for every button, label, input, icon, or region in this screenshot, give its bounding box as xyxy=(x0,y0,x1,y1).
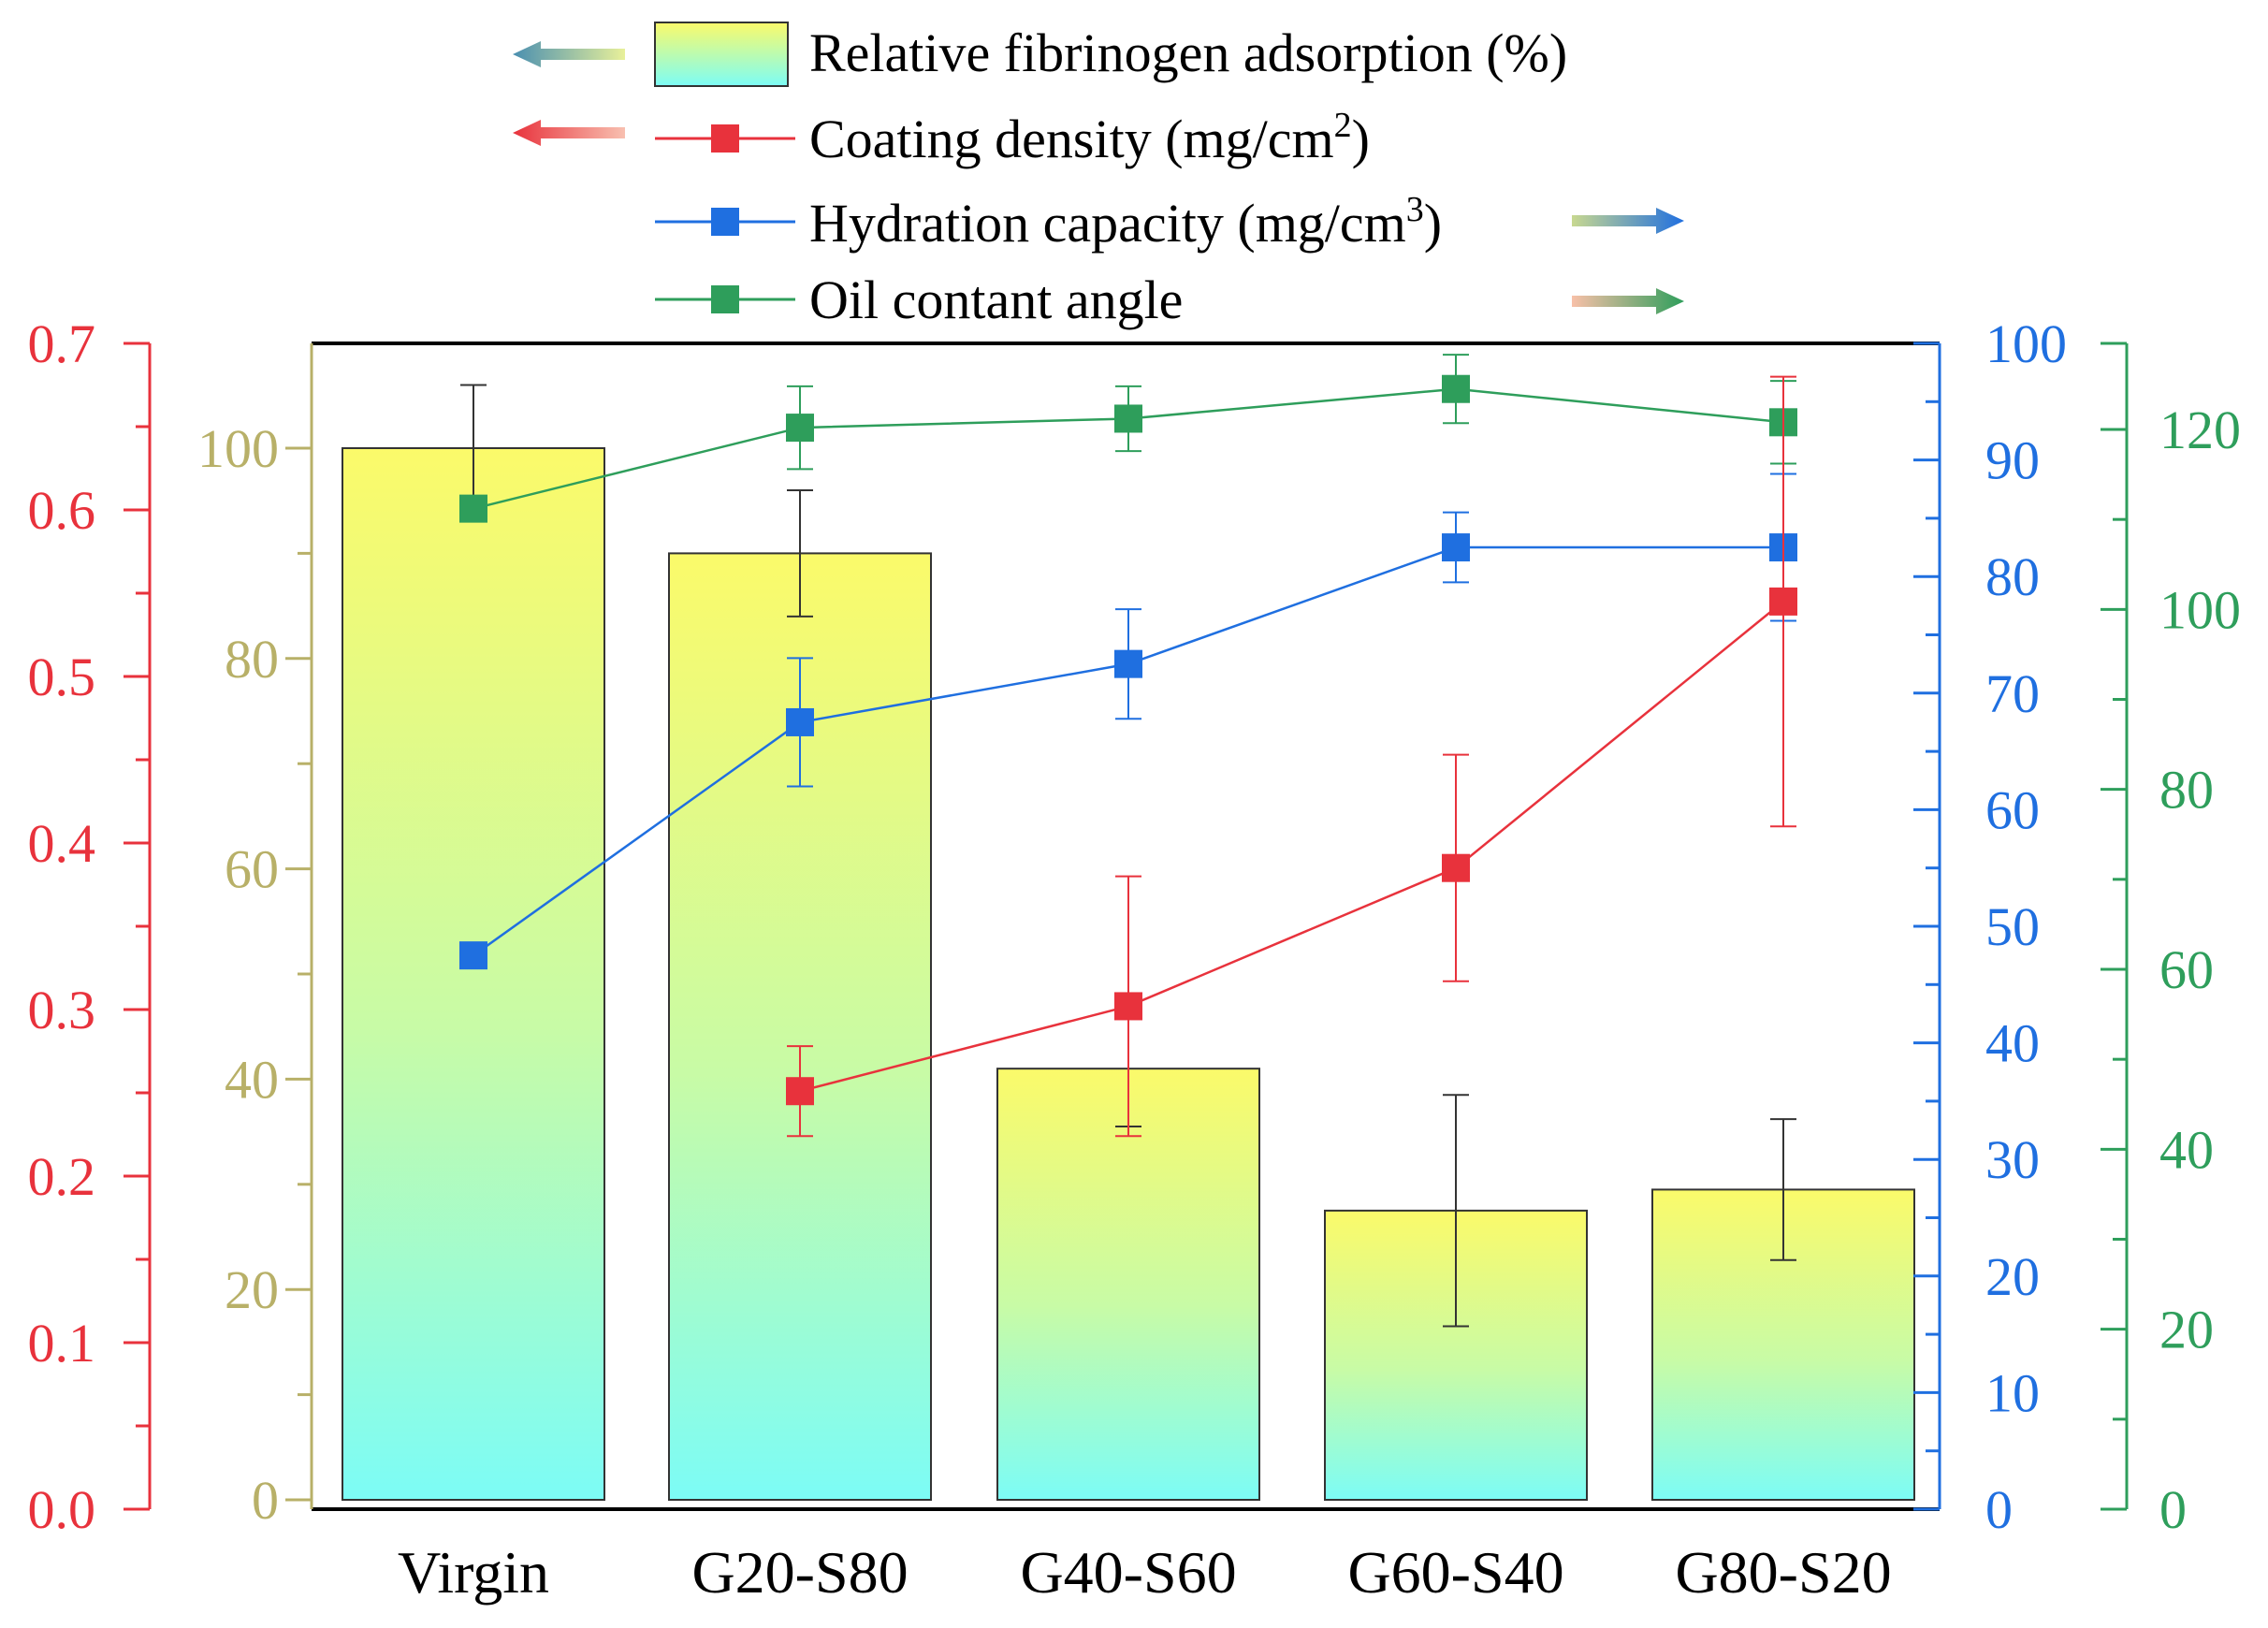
bar-G40-S60 xyxy=(996,1068,1260,1502)
legend-coating-marker xyxy=(711,124,739,153)
coating-point-G60-S40 xyxy=(1442,853,1470,882)
hydration-tick-label: 0 xyxy=(1985,1479,2013,1540)
hydration-tick-label: 80 xyxy=(1985,546,2040,607)
bars-group xyxy=(342,384,1915,1502)
fibrinogen-tick-label: 60 xyxy=(225,839,279,900)
hydration-tick-label: 20 xyxy=(1985,1246,2040,1307)
coating-tick-label: 0.2 xyxy=(28,1146,96,1207)
lines-group xyxy=(459,354,1797,1138)
hydration-tick-label: 50 xyxy=(1985,896,2040,957)
legend-label-oil: Oil contant angle xyxy=(809,269,1183,330)
category-labels: Virgin G20-S80 G40-S60 G60-S40 G80-S20 xyxy=(398,1539,1892,1606)
hydration-tick-label: 10 xyxy=(1985,1362,2040,1423)
hydration-tick-label: 90 xyxy=(1985,430,2040,491)
bar-Virgin xyxy=(342,447,605,1501)
hydration-tick-label: 70 xyxy=(1985,663,2040,724)
category-label-G80-S20: G80-S20 xyxy=(1675,1539,1891,1606)
coating-tick-label: 0.4 xyxy=(28,813,96,874)
line-coating xyxy=(799,600,1784,1093)
hydration-tick-label: 40 xyxy=(1985,1013,2040,1074)
oil-point-G60-S40 xyxy=(1442,374,1470,403)
legend-label-hydration: Hydration capacity (mg/cm3) xyxy=(809,190,1442,254)
category-label-G60-S40: G60-S40 xyxy=(1347,1539,1563,1606)
oil-point-Virgin xyxy=(459,494,487,523)
coating-tick-label: 0.6 xyxy=(28,480,96,541)
coating-tick-label: 0.0 xyxy=(28,1479,96,1540)
fibrinogen-tick-label: 20 xyxy=(225,1259,279,1320)
coating-tick-label: 0.1 xyxy=(28,1313,96,1374)
oil-point-G20-S80 xyxy=(786,414,814,443)
right-arrow-icon xyxy=(1572,288,1684,314)
legend-label-coating: Coating density (mg/cm2) xyxy=(809,106,1370,169)
hydration-point-Virgin xyxy=(459,941,487,970)
fibrinogen-tick-label: 0 xyxy=(252,1470,279,1531)
oil-tick-label: 0 xyxy=(2159,1479,2187,1540)
axes-group: 0.0 0.1 0.2 0.3 0.4 0.5 0.6 0.7 0 20 40 60 80 100 0 10 2… xyxy=(28,313,2242,1540)
oil-tick-label: 20 xyxy=(2159,1300,2214,1360)
fibrinogen-tick-label: 100 xyxy=(197,418,279,479)
coating-tick-label: 0.5 xyxy=(28,647,96,707)
oil-tick-label: 80 xyxy=(2159,760,2214,821)
legend-label-fibrinogen: Relative fibrinogen adsorption (%) xyxy=(809,22,1567,83)
category-label-Virgin: Virgin xyxy=(398,1539,549,1606)
coating-point-G40-S60 xyxy=(1114,992,1142,1021)
fibrinogen-tick-label: 80 xyxy=(225,629,279,690)
hydration-tick-label: 60 xyxy=(1985,779,2040,840)
oil-tick-label: 60 xyxy=(2159,939,2214,1000)
hydration-point-G40-S60 xyxy=(1114,649,1142,678)
fibrinogen-tick-label: 40 xyxy=(225,1049,279,1110)
hydration-tick-label: 100 xyxy=(1985,313,2067,374)
oil-tick-label: 100 xyxy=(2159,579,2241,640)
legend-bar-swatch xyxy=(654,22,789,87)
right-arrow-icon xyxy=(1572,208,1684,234)
category-label-G40-S60: G40-S60 xyxy=(1020,1539,1236,1606)
oil-point-G40-S60 xyxy=(1114,404,1142,433)
coating-point-G80-S20 xyxy=(1769,587,1797,616)
coating-point-G20-S80 xyxy=(786,1077,814,1106)
left-arrow-icon xyxy=(513,120,625,146)
legend: Relative fibrinogen adsorption (%) Coati… xyxy=(513,22,1684,330)
legend-oil-marker xyxy=(711,285,739,313)
hydration-point-G60-S40 xyxy=(1442,533,1470,562)
category-label-G20-S80: G20-S80 xyxy=(691,1539,908,1606)
hydration-tick-label: 30 xyxy=(1985,1129,2040,1190)
hydration-point-G20-S80 xyxy=(786,707,814,736)
plot-frame xyxy=(312,342,1940,1511)
coating-tick-label: 0.3 xyxy=(28,980,96,1040)
oil-tick-label: 40 xyxy=(2159,1119,2214,1180)
bar-G20-S80 xyxy=(668,552,932,1501)
coating-tick-label: 0.7 xyxy=(28,313,96,374)
oil-tick-label: 120 xyxy=(2159,400,2241,460)
legend-hydration-marker xyxy=(711,208,739,236)
left-arrow-icon xyxy=(513,41,625,67)
